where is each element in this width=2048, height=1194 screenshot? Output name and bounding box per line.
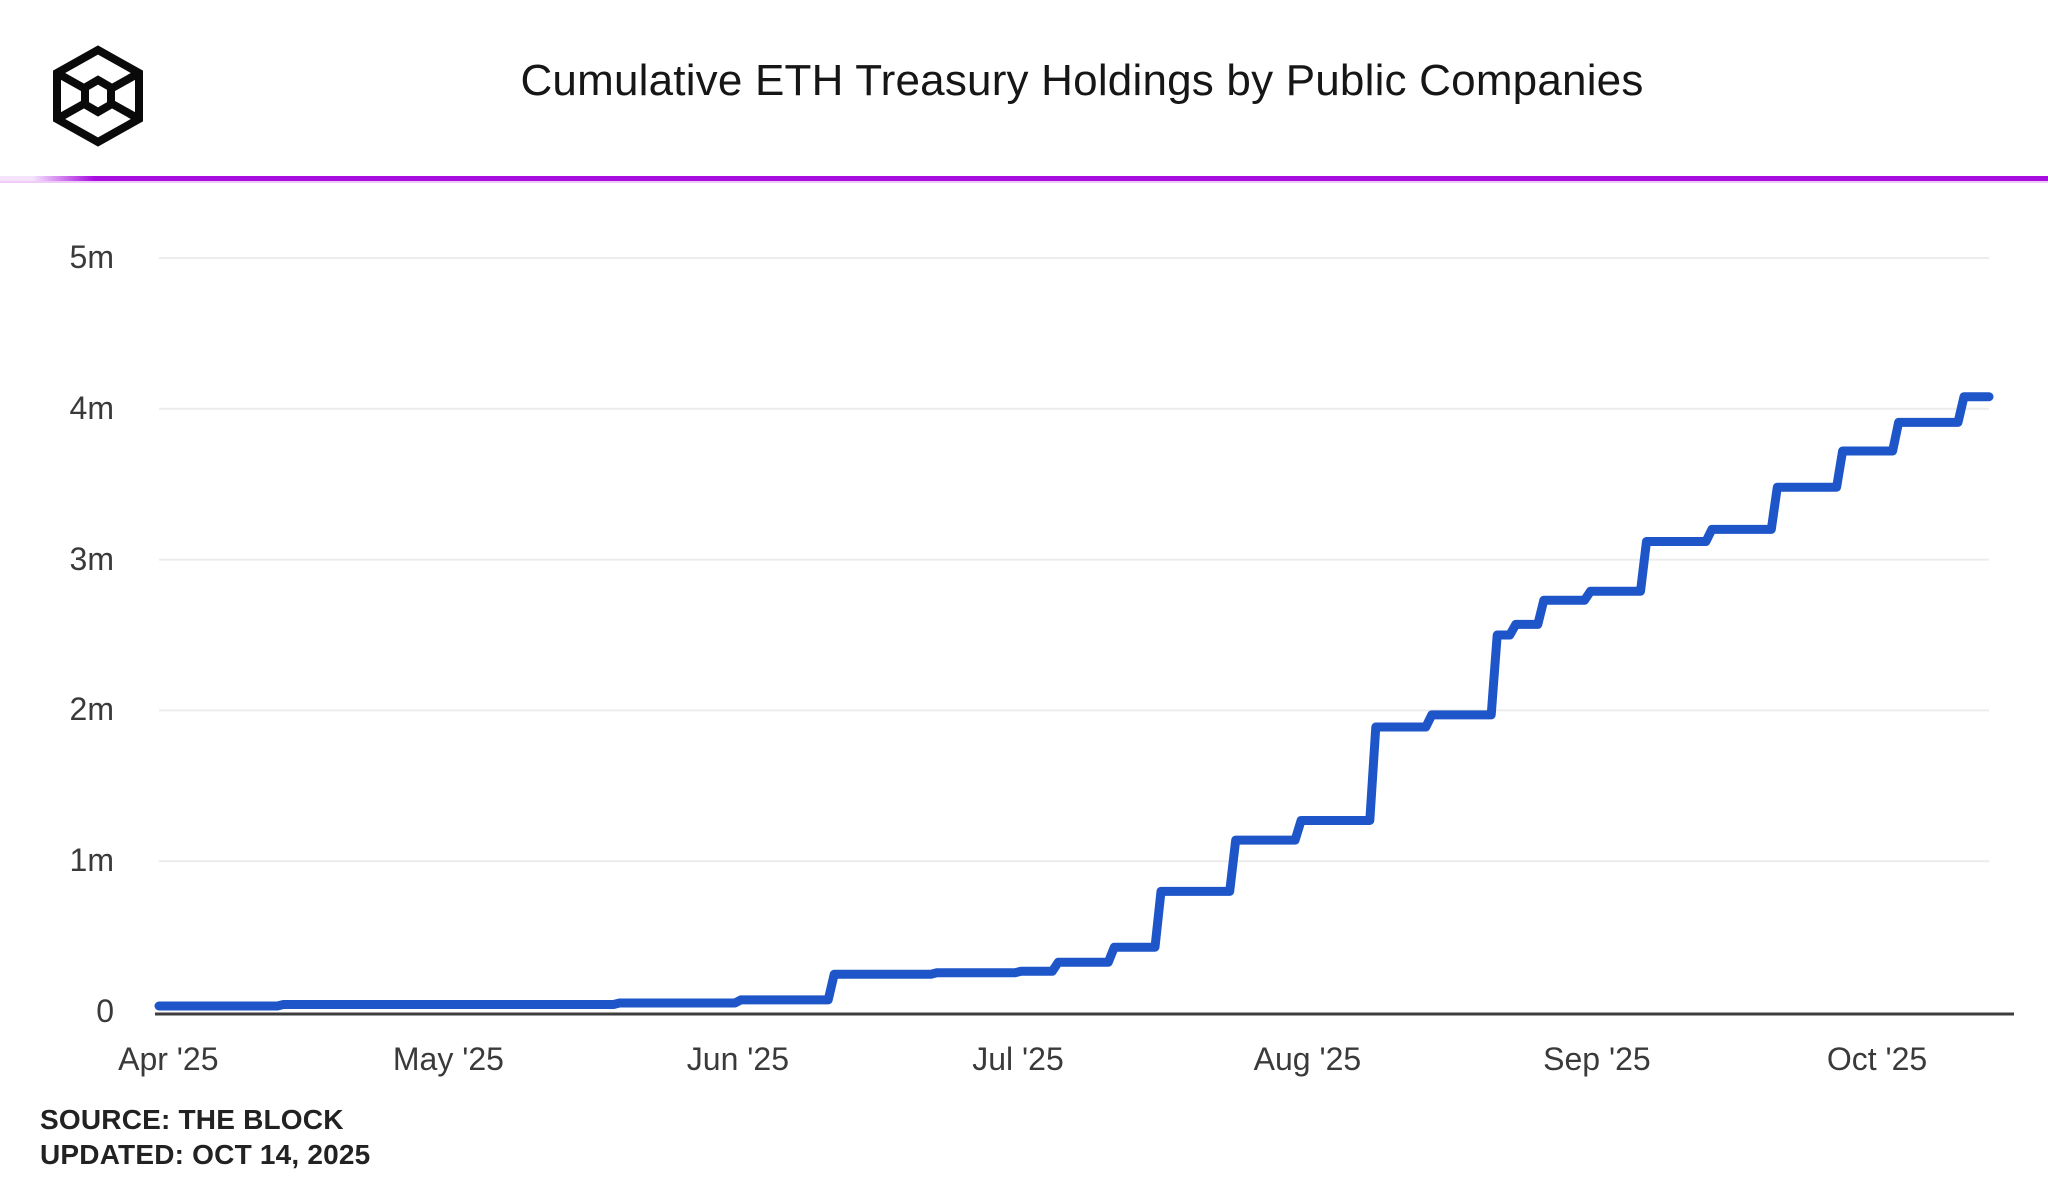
- source-block: SOURCE: THE BLOCK UPDATED: OCT 14, 2025: [40, 1102, 370, 1172]
- x-tick-label: Apr '25: [118, 1041, 219, 1077]
- updated-text: UPDATED: OCT 14, 2025: [40, 1139, 371, 1170]
- the-block-logo: [53, 45, 143, 147]
- y-tick-label: 1m: [69, 842, 114, 879]
- eth-holdings-line: [154, 392, 1994, 1011]
- y-tick-label: 4m: [69, 389, 114, 426]
- x-tick-label: Oct '25: [1826, 1041, 1928, 1077]
- x-tick-label: Jul '25: [972, 1041, 1064, 1077]
- x-tick-label: Aug '25: [1253, 1041, 1362, 1077]
- y-tick-label: 2m: [69, 691, 114, 728]
- y-tick-label: 0: [96, 993, 114, 1029]
- page-title: Cumulative ETH Treasury Holdings by Publ…: [520, 56, 1644, 105]
- x-tick-label: Sep '25: [1543, 1041, 1651, 1077]
- header-divider-rule: [0, 176, 2048, 181]
- x-tick-label: May '25: [392, 1041, 504, 1077]
- y-tick-label: 3m: [69, 540, 114, 577]
- source-text: SOURCE: THE BLOCK: [40, 1104, 344, 1135]
- x-tick-label: Jun '25: [686, 1041, 789, 1077]
- y-tick-label: 5m: [69, 239, 114, 275]
- logo-inner-hexagon: [81, 75, 115, 117]
